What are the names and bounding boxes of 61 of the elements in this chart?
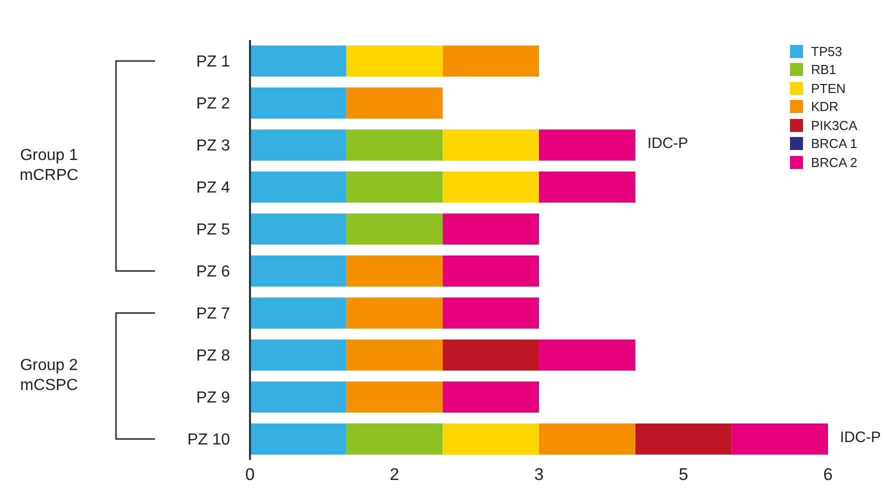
legend-label: TP53 [811,44,842,59]
legend-label: BRCA 1 [811,136,858,152]
bar [732,423,828,454]
bar [539,423,636,454]
bar [250,171,346,202]
bar [442,255,539,286]
bar [250,213,346,244]
bar [442,45,539,76]
x-tick-label: 2 [390,465,400,484]
legend-label: PIK3CA [811,118,858,133]
bar [442,339,539,370]
x-tick-label: 3 [534,465,544,484]
bar [442,129,539,160]
y-tick-label: PZ 6 [196,264,230,281]
bar [635,423,732,454]
bar [346,255,443,286]
x-tick-label: 5 [678,465,688,484]
bar [442,381,539,412]
annotation: IDC-P [840,429,881,446]
bar [539,339,636,370]
bar [250,87,346,118]
bar [346,381,443,412]
bar [250,339,346,370]
bar [346,171,443,202]
text: Group 1 mCRPC [18,146,80,186]
legend-label: PTEN [811,80,846,96]
bar [346,87,443,118]
bar [250,45,346,76]
bar [250,423,346,454]
legend-label: BRCA 2 [811,154,858,170]
bar [250,297,346,328]
bar [442,171,539,202]
bar [442,297,539,328]
bar [346,297,443,328]
legend-label: KDR [811,99,838,114]
bar [442,213,539,244]
bar [346,423,443,454]
y-tick-label: PZ 9 [196,390,230,407]
y-tick-label: PZ 5 [196,222,230,239]
legend-label: RB1 [811,62,836,78]
bar [346,129,443,160]
y-tick-label: PZ 2 [196,96,230,113]
bar [250,381,346,412]
bar [250,255,346,286]
x-tick-label: 6 [823,465,833,484]
bar [250,129,346,160]
text: Group 2 mCSPC [19,356,79,396]
bar [346,45,443,76]
bar [539,129,636,160]
bar [346,213,443,244]
bar [346,339,443,370]
y-tick-label: PZ 10 [187,432,230,449]
y-tick-label: PZ 4 [196,180,230,197]
bar [539,171,636,202]
x-tick-label: 0 [245,465,255,484]
y-tick-label: PZ 1 [196,54,230,71]
y-tick-label: PZ 7 [196,306,230,323]
annotation: IDC-P [647,135,688,152]
y-tick-label: PZ 8 [196,348,230,365]
bar [442,423,539,454]
y-tick-label: PZ 3 [196,138,230,155]
